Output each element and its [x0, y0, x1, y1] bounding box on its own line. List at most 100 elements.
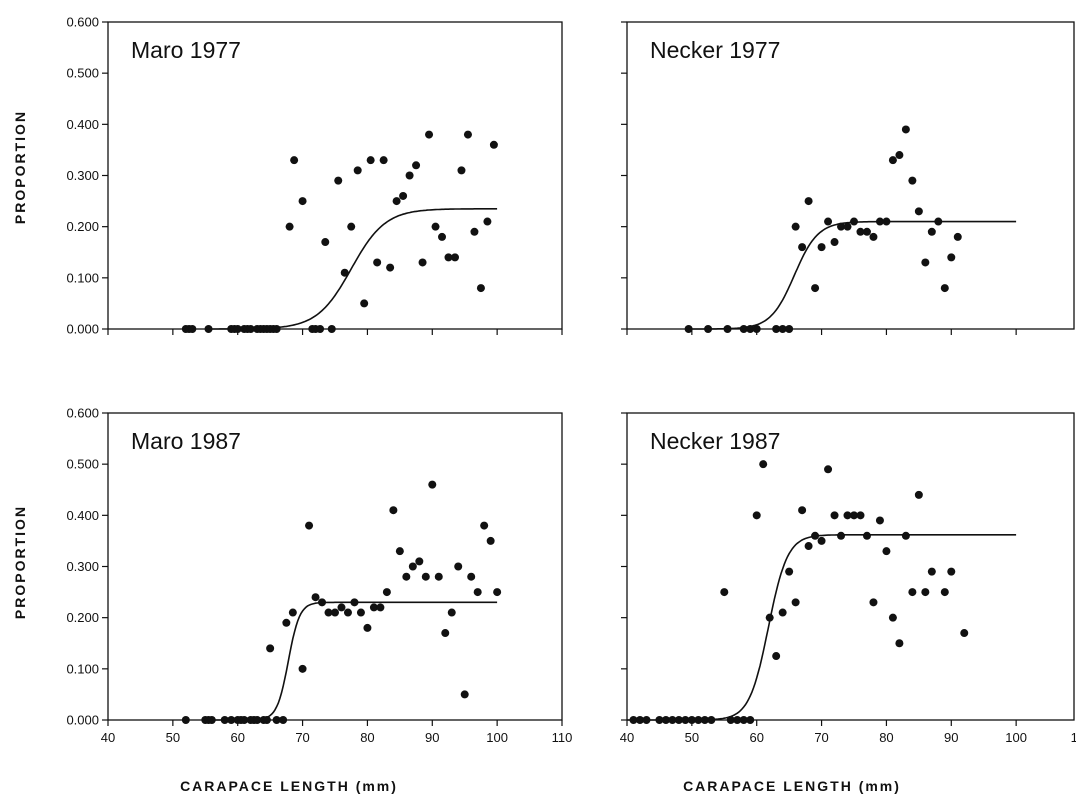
- data-point: [324, 608, 333, 617]
- fitted-curve: [691, 220, 1017, 330]
- x-axis-title-right: CARAPACE LENGTH (mm): [683, 778, 901, 794]
- data-point: [746, 325, 755, 333]
- data-point: [811, 531, 820, 540]
- data-point: [405, 171, 414, 180]
- data-point: [421, 572, 430, 581]
- data-point: [811, 284, 820, 293]
- data-point: [875, 516, 884, 525]
- data-point: [288, 608, 297, 617]
- data-point: [386, 263, 395, 272]
- panel-0: 0.000 0.100 0.200 0.300 0.400 0.500 0.600 Maro …: [66, 15, 563, 337]
- data-point: [408, 562, 417, 571]
- data-point: [470, 227, 479, 236]
- data-point: [862, 227, 871, 236]
- x-tick-label: 40: [101, 730, 115, 745]
- data-point: [334, 176, 343, 185]
- x-tick-label: 90: [944, 730, 958, 745]
- data-point: [331, 608, 339, 617]
- y-tick-label: 0.300: [66, 559, 99, 574]
- data-point: [353, 166, 362, 175]
- data-point: [817, 536, 826, 545]
- data-point: [901, 531, 910, 540]
- y-axis-title-top: PROPORTION: [12, 110, 28, 224]
- data-point: [843, 222, 852, 231]
- data-point: [947, 567, 956, 576]
- data-point: [389, 506, 398, 515]
- data-point: [960, 629, 969, 638]
- x-tick-label: 100: [486, 730, 508, 745]
- data-point: [895, 639, 904, 648]
- y-tick-label: 0.500: [66, 66, 99, 81]
- data-point: [282, 618, 291, 627]
- x-tick-label: 50: [685, 730, 699, 745]
- x-tick-label: 80: [879, 730, 893, 745]
- data-point: [785, 567, 794, 576]
- data-point: [395, 547, 404, 556]
- data-point: [830, 511, 839, 520]
- y-tick-label: 0.200: [66, 219, 99, 234]
- x-tick-label: 110: [1071, 730, 1076, 745]
- data-point: [347, 222, 356, 231]
- data-point: [373, 258, 382, 267]
- panel-1: Necker 1977: [621, 21, 1075, 335]
- data-point: [824, 465, 833, 474]
- data-point: [246, 325, 255, 333]
- data-point: [726, 716, 735, 724]
- y-tick-label: 0.400: [66, 117, 99, 132]
- panel-title: Necker 1977: [650, 37, 780, 63]
- plot-frame: [107, 21, 563, 330]
- x-tick-label: 110: [552, 730, 573, 745]
- data-point: [914, 490, 923, 499]
- data-point: [723, 325, 732, 333]
- data-point: [759, 460, 768, 469]
- data-point: [227, 716, 236, 724]
- plot-frame: [626, 21, 1075, 330]
- data-point: [700, 716, 709, 724]
- data-point: [399, 191, 408, 200]
- data-point: [272, 325, 281, 333]
- data-point: [804, 197, 813, 206]
- fitted-curve: [205, 601, 498, 721]
- data-point: [635, 716, 644, 724]
- data-point: [392, 197, 401, 206]
- data-point: [428, 480, 437, 489]
- data-point: [493, 588, 502, 597]
- panel-3: 40 50 60 70 80 90 100 110 Necker 1987: [620, 412, 1076, 745]
- data-point: [875, 217, 884, 226]
- data-point: [940, 588, 949, 597]
- data-point: [888, 613, 897, 622]
- data-point: [927, 227, 936, 236]
- data-point: [343, 608, 352, 617]
- data-point: [318, 598, 327, 607]
- data-point: [921, 588, 930, 597]
- data-point: [290, 156, 299, 165]
- data-point: [447, 608, 456, 617]
- x-tick-label: 50: [166, 730, 180, 745]
- data-point: [441, 629, 450, 638]
- y-tick-label: 0.600: [66, 406, 99, 421]
- data-point: [947, 253, 956, 262]
- data-point: [953, 232, 962, 241]
- panel-2: 0.000 0.100 0.200 0.300 0.400 0.500 0.600 40 50 6…: [66, 406, 572, 746]
- data-point: [450, 253, 459, 262]
- y-tick-label: 0.300: [66, 168, 99, 183]
- x-tick-label: 100: [1005, 730, 1027, 745]
- data-point: [837, 222, 846, 231]
- data-point: [869, 232, 878, 241]
- data-point: [220, 716, 229, 724]
- data-point: [467, 572, 476, 581]
- data-point: [305, 521, 314, 530]
- y-axis-title-bottom: PROPORTION: [12, 505, 28, 619]
- x-tick-label: 90: [425, 730, 439, 745]
- y-tick-label: 0.000: [66, 713, 99, 728]
- data-point: [791, 222, 800, 231]
- data-point: [181, 716, 190, 724]
- data-point: [438, 232, 447, 241]
- data-point: [869, 598, 878, 607]
- data-point: [272, 716, 281, 724]
- panel-title: Maro 1987: [131, 428, 241, 454]
- data-point: [804, 542, 813, 551]
- data-point: [642, 716, 651, 724]
- x-tick-label: 40: [620, 730, 634, 745]
- data-point: [772, 325, 781, 333]
